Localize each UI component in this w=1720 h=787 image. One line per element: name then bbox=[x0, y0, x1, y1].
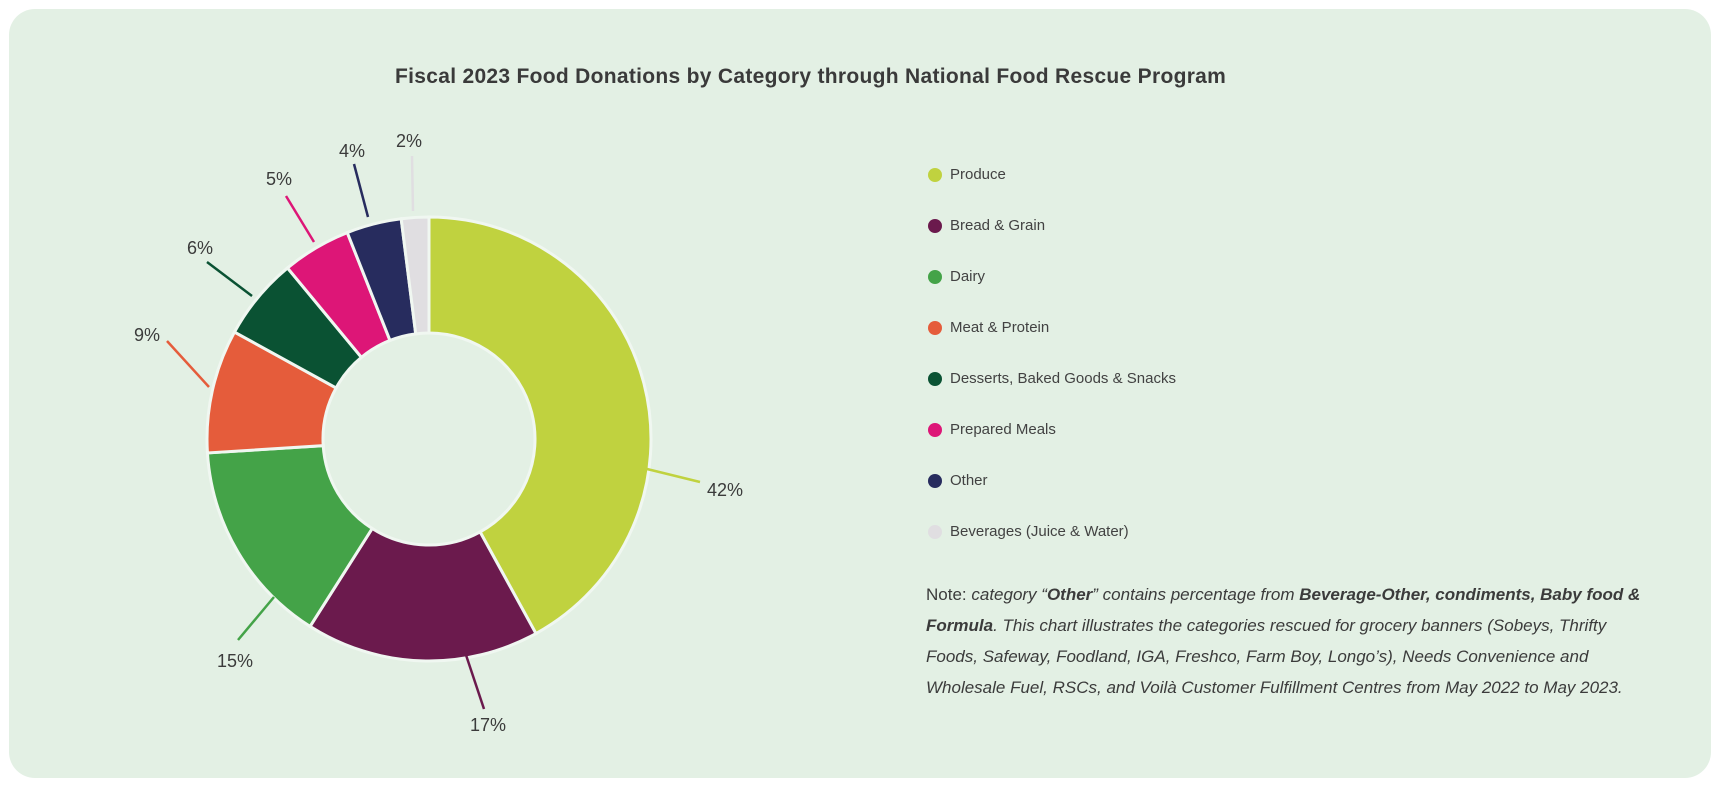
label-line-beverages-juice-water bbox=[410, 155, 415, 212]
legend: Produce Bread & Grain Dairy Meat & Protein D… bbox=[928, 166, 1176, 541]
legend-marker-icon bbox=[928, 219, 942, 233]
slice-value-label: 2% bbox=[396, 131, 422, 151]
legend-marker-icon bbox=[928, 474, 942, 488]
legend-marker-icon bbox=[928, 270, 942, 284]
legend-item-label: Desserts, Baked Goods & Snacks bbox=[950, 370, 1176, 387]
note-segment: Note: bbox=[926, 585, 972, 604]
slice-value-label: 6% bbox=[187, 238, 213, 258]
legend-item-bread-grain[interactable]: Bread & Grain bbox=[928, 217, 1176, 235]
legend-marker-icon bbox=[928, 321, 942, 335]
label-line-other bbox=[352, 163, 370, 218]
pie-slice-bread-grain[interactable] bbox=[307, 526, 538, 663]
note-segment: category “ bbox=[971, 585, 1047, 604]
legend-item-label: Dairy bbox=[950, 268, 986, 285]
chart-title: Fiscal 2023 Food Donations by Category t… bbox=[395, 65, 1227, 88]
slice-value-label: 5% bbox=[266, 169, 292, 189]
legend-item-label: Prepared Meals bbox=[950, 421, 1056, 438]
note-segment: ” contains percentage from bbox=[1092, 585, 1300, 604]
legend-item-label: Beverages (Juice & Water) bbox=[950, 523, 1129, 540]
legend-item-meat-protein[interactable]: Meat & Protein bbox=[928, 319, 1176, 337]
legend-marker-icon bbox=[928, 423, 942, 437]
legend-item-desserts-baked-goods-snacks[interactable]: Desserts, Baked Goods & Snacks bbox=[928, 370, 1176, 388]
legend-item-label: Produce bbox=[950, 166, 1006, 183]
label-line-dairy bbox=[237, 596, 275, 641]
legend-marker-icon bbox=[928, 372, 942, 386]
note-segment: Beverage-Other, condiments, Baby food & … bbox=[926, 585, 1641, 635]
legend-item-produce[interactable]: Produce bbox=[928, 166, 1176, 184]
label-line-produce bbox=[646, 467, 701, 484]
note-segment: . This chart illustrates the categories … bbox=[926, 616, 1623, 697]
legend-item-dairy[interactable]: Dairy bbox=[928, 268, 1176, 286]
legend-marker-icon bbox=[928, 168, 942, 182]
pie-slice-beverages-juice-water[interactable] bbox=[399, 215, 431, 336]
slice-value-label: 9% bbox=[134, 325, 160, 345]
label-line-desserts-baked-goods-snacks bbox=[206, 261, 253, 297]
note-segment: Other bbox=[1046, 585, 1093, 604]
slice-value-label: 4% bbox=[339, 141, 365, 161]
slice-value-label: 17% bbox=[470, 715, 506, 735]
label-line-meat-protein bbox=[166, 340, 210, 388]
slice-value-label: 42% bbox=[707, 480, 743, 500]
slice-value-label: 15% bbox=[217, 651, 253, 671]
pie-slice-dairy[interactable] bbox=[205, 444, 375, 629]
label-line-bread-grain bbox=[464, 654, 486, 710]
legend-item-label: Bread & Grain bbox=[950, 217, 1046, 234]
legend-item-label: Meat & Protein bbox=[950, 319, 1050, 336]
note-text: Note: category “Other” contains percenta… bbox=[926, 579, 1648, 703]
legend-item-label: Other bbox=[950, 472, 988, 489]
legend-marker-icon bbox=[928, 525, 942, 539]
legend-item-other[interactable]: Other bbox=[928, 472, 1176, 490]
legend-item-prepared-meals[interactable]: Prepared Meals bbox=[928, 421, 1176, 439]
donut-chart: 42% 17% 15% 9% 6% 5% 4% 2% bbox=[134, 131, 743, 735]
pie-slice-produce[interactable] bbox=[427, 215, 653, 636]
label-line-prepared-meals bbox=[284, 195, 316, 243]
legend-item-beverages-juice-water[interactable]: Beverages (Juice & Water) bbox=[928, 523, 1176, 541]
chart-card: Fiscal 2023 Food Donations by Category t… bbox=[9, 9, 1711, 778]
